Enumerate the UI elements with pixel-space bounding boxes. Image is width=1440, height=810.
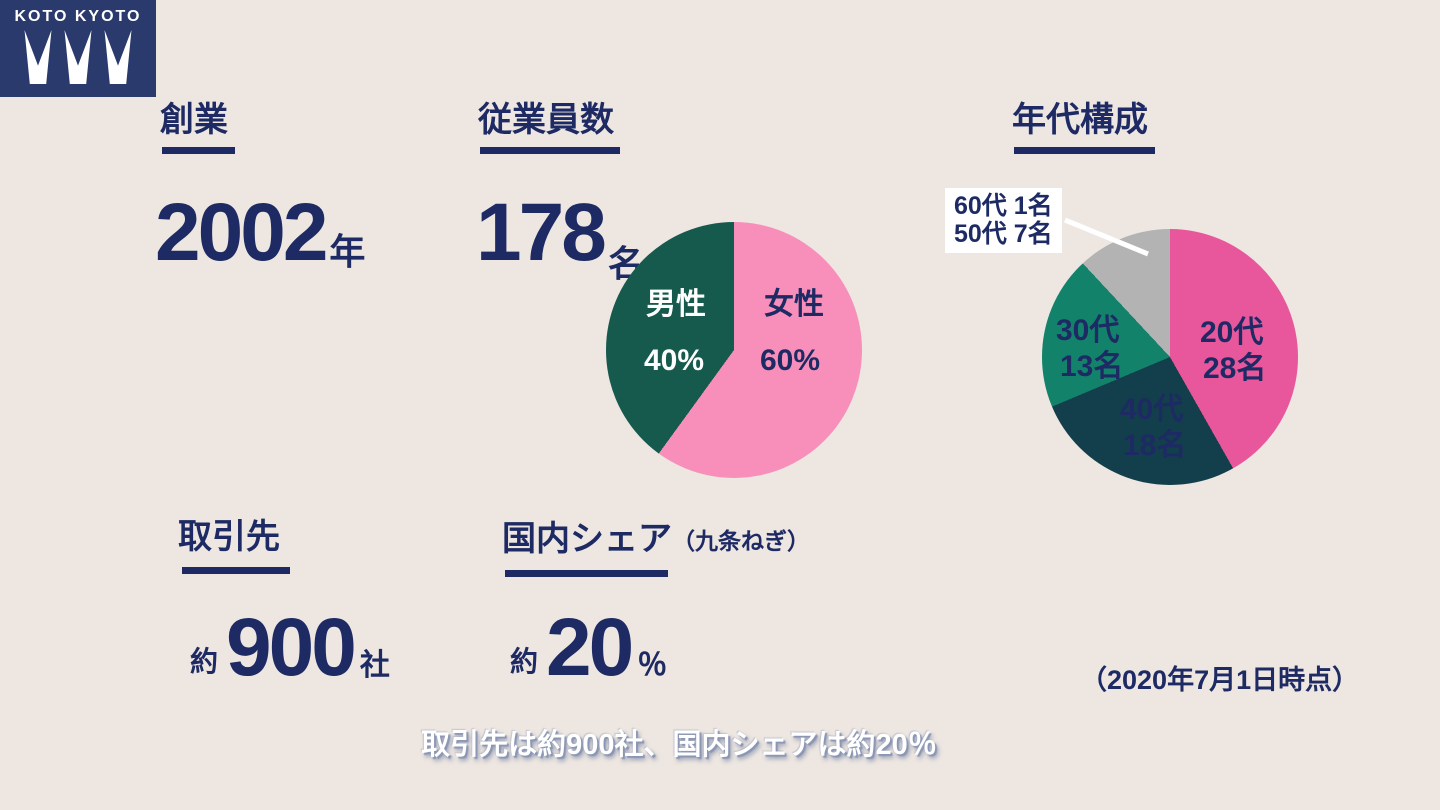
- negi-leaf-icon: [24, 30, 52, 84]
- age-30s-label: 30代: [1056, 314, 1120, 347]
- negi-leaf-icon: [104, 30, 132, 84]
- gender-male-label: 男性: [646, 288, 706, 321]
- gender-male-pct: 40%: [644, 344, 705, 377]
- share-percent: 20: [546, 602, 634, 693]
- age-50s60s-callout: 60代 1名 50代 7名: [945, 188, 1062, 253]
- negi-leaf-icon: [64, 30, 92, 84]
- founded-label: 創業: [160, 101, 228, 139]
- employees-value: 178 名: [476, 187, 644, 282]
- callout-line-60s: 60代 1名: [954, 192, 1053, 220]
- founded-unit: 年: [329, 231, 366, 272]
- age-40s-count: 18名: [1123, 429, 1187, 462]
- employees-label: 従業員数: [478, 101, 614, 139]
- share-value: 約 20 ％: [510, 607, 667, 689]
- founded-underline: [162, 147, 235, 154]
- age-30s-count: 13名: [1060, 350, 1124, 383]
- gender-female-pct: 60%: [760, 344, 821, 377]
- logo-icons: [22, 30, 134, 84]
- founded-value: 2002 年: [155, 192, 365, 274]
- age-section-label: 年代構成: [1012, 101, 1148, 139]
- employees-underline: [480, 147, 620, 154]
- employees-count: 178: [476, 187, 607, 278]
- gender-female-label: 女性: [764, 288, 824, 321]
- founded-year: 2002: [155, 187, 328, 278]
- age-20s-count: 28名: [1203, 352, 1267, 385]
- partners-unit: 社: [359, 649, 390, 682]
- share-label-row: 国内シェア （九条ねぎ）: [502, 522, 810, 558]
- age-20s-label: 20代: [1200, 316, 1264, 349]
- partners-underline: [182, 567, 290, 574]
- subtitle-caption: 取引先は約900社、国内シェアは約20％: [421, 729, 937, 761]
- share-unit: ％: [637, 649, 668, 682]
- share-label: 国内シェア: [502, 520, 672, 558]
- logo-text: KOTO KYOTO: [14, 8, 142, 25]
- callout-line-50s: 50代 7名: [954, 220, 1053, 248]
- share-underline: [505, 570, 668, 577]
- age-section-underline: [1014, 147, 1155, 154]
- partners-value: 約 900 社: [190, 607, 390, 689]
- partners-prefix: 約: [190, 646, 219, 677]
- partners-count: 900: [226, 602, 357, 693]
- partners-label: 取引先: [178, 518, 280, 556]
- share-prefix: 約: [510, 646, 539, 677]
- gender-pie-chart: [606, 222, 862, 478]
- age-40s-label: 40代: [1120, 393, 1184, 426]
- company-logo: KOTO KYOTO: [0, 0, 156, 97]
- age-pie-chart: [1042, 229, 1298, 485]
- share-note: （九条ねぎ）: [672, 528, 810, 554]
- as-of-note: （2020年7月1日時点）: [1080, 665, 1360, 695]
- callout-leader-line: [1064, 217, 1149, 257]
